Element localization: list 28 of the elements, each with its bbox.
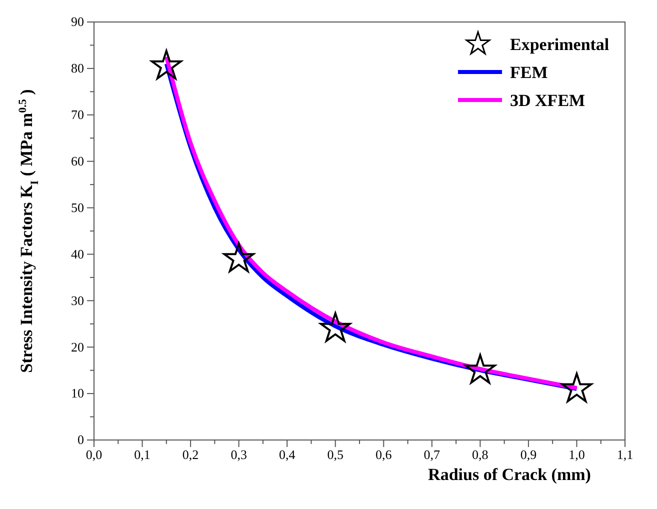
x-tick-label: 0,3 xyxy=(230,447,247,462)
x-tick-label: 0,6 xyxy=(376,447,392,462)
legend-label: 3D XFEM xyxy=(510,91,586,110)
y-tick-label: 0 xyxy=(78,432,84,448)
x-tick-label: 0,9 xyxy=(520,447,537,462)
x-tick-label: 0,7 xyxy=(424,447,441,462)
x-tick-label: 0,4 xyxy=(278,447,296,462)
x-tick-label: 0,0 xyxy=(86,447,102,462)
y-tick-label: 40 xyxy=(71,246,84,262)
legend-label: FEM xyxy=(510,63,548,82)
point xyxy=(320,312,351,342)
y-tick-label: 90 xyxy=(71,14,84,30)
y-tick-label: 70 xyxy=(71,107,84,122)
y-tick-label: 50 xyxy=(71,200,84,215)
x-tick-label: 0,1 xyxy=(134,447,150,462)
x-tick-label: 1,1 xyxy=(616,447,634,462)
legend-label: Experimental xyxy=(510,35,610,54)
x-tick-label: 0,8 xyxy=(472,447,488,462)
y-tick-label: 20 xyxy=(71,339,84,354)
x-tick-label: 0,2 xyxy=(182,447,199,462)
point xyxy=(150,50,182,80)
x-tick-label: 1,0 xyxy=(568,447,585,462)
x-axis-title: Radius of Crack (mm) xyxy=(428,465,591,484)
y-tick-label: 80 xyxy=(71,60,84,76)
y-tick-label: 10 xyxy=(71,386,84,401)
x-tick-label: 0,5 xyxy=(327,447,344,462)
y-tick-label: 30 xyxy=(71,292,84,308)
y-tick-label: 60 xyxy=(71,153,84,168)
